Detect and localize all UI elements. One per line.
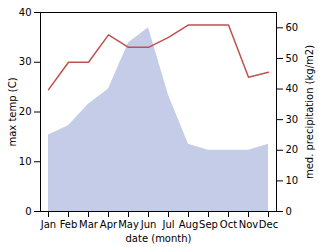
svg-text:Jan: Jan <box>40 219 56 230</box>
svg-text:Nov: Nov <box>239 219 259 230</box>
svg-text:40: 40 <box>19 7 32 18</box>
svg-text:20: 20 <box>19 106 32 117</box>
svg-text:0: 0 <box>286 206 292 217</box>
svg-text:Feb: Feb <box>60 219 78 230</box>
svg-text:Aug: Aug <box>179 219 199 230</box>
svg-text:Dec: Dec <box>259 219 278 230</box>
svg-text:Jul: Jul <box>161 219 174 230</box>
svg-text:med. precipitation (kg/m2): med. precipitation (kg/m2) <box>304 45 315 179</box>
svg-text:20: 20 <box>286 144 299 155</box>
svg-text:max temp (C): max temp (C) <box>7 77 18 146</box>
svg-text:60: 60 <box>286 22 299 33</box>
svg-text:May: May <box>118 219 139 230</box>
svg-text:10: 10 <box>19 156 32 167</box>
svg-text:Sep: Sep <box>199 219 218 230</box>
svg-text:30: 30 <box>19 56 32 67</box>
svg-text:Oct: Oct <box>220 219 237 230</box>
svg-text:Jun: Jun <box>140 219 157 230</box>
svg-text:date (month): date (month) <box>126 233 192 244</box>
svg-text:40: 40 <box>286 83 299 94</box>
svg-text:50: 50 <box>286 53 299 64</box>
svg-text:10: 10 <box>286 175 299 186</box>
svg-text:0: 0 <box>25 206 31 217</box>
svg-text:30: 30 <box>286 114 299 125</box>
svg-text:Apr: Apr <box>100 219 118 230</box>
svg-text:Mar: Mar <box>79 219 99 230</box>
